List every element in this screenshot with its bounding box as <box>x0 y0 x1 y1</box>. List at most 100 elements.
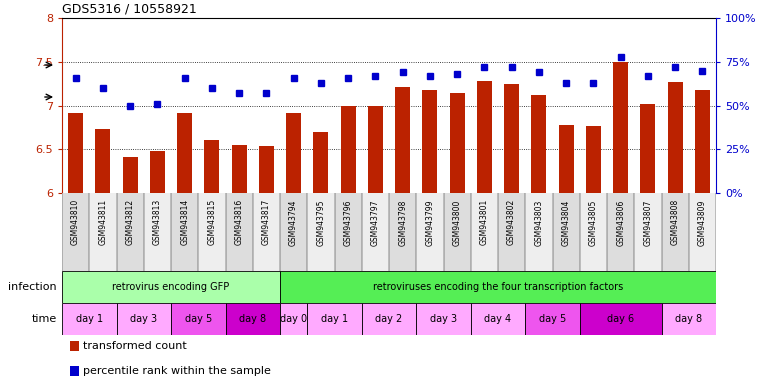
Text: GSM943802: GSM943802 <box>507 199 516 245</box>
Bar <box>416 303 471 335</box>
Text: day 1: day 1 <box>321 314 348 324</box>
Bar <box>259 146 274 193</box>
Bar <box>286 113 301 193</box>
Bar <box>68 113 83 193</box>
Text: day 1: day 1 <box>75 314 103 324</box>
Text: GSM943796: GSM943796 <box>344 199 352 246</box>
Bar <box>280 193 307 271</box>
Bar <box>552 193 580 271</box>
Text: GSM943807: GSM943807 <box>643 199 652 246</box>
Text: day 2: day 2 <box>375 314 403 324</box>
Text: GSM943799: GSM943799 <box>425 199 435 246</box>
Text: day 5: day 5 <box>185 314 212 324</box>
Bar <box>199 193 225 271</box>
Text: GSM943808: GSM943808 <box>670 199 680 245</box>
Bar <box>525 193 552 271</box>
Bar <box>225 193 253 271</box>
Bar <box>504 84 519 193</box>
Text: day 6: day 6 <box>607 314 634 324</box>
Text: GSM943817: GSM943817 <box>262 199 271 245</box>
Text: GSM943801: GSM943801 <box>480 199 489 245</box>
Text: GSM943794: GSM943794 <box>289 199 298 246</box>
Bar <box>314 132 328 193</box>
Bar <box>416 193 444 271</box>
Text: GSM943816: GSM943816 <box>234 199 244 245</box>
Bar <box>525 303 580 335</box>
Bar <box>123 157 138 193</box>
Bar <box>150 151 165 193</box>
Text: GSM943800: GSM943800 <box>453 199 462 246</box>
Bar <box>361 193 389 271</box>
Text: retrovirus encoding GFP: retrovirus encoding GFP <box>113 282 230 292</box>
Bar <box>634 193 661 271</box>
Text: GSM943795: GSM943795 <box>317 199 326 246</box>
Bar <box>116 303 171 335</box>
Text: day 8: day 8 <box>675 314 702 324</box>
Bar <box>231 145 247 193</box>
Text: GSM943805: GSM943805 <box>589 199 598 246</box>
Bar <box>580 303 661 335</box>
Text: GDS5316 / 10558921: GDS5316 / 10558921 <box>62 2 197 15</box>
Text: day 4: day 4 <box>485 314 511 324</box>
Bar <box>225 303 280 335</box>
Text: GSM943803: GSM943803 <box>534 199 543 246</box>
Bar <box>389 193 416 271</box>
Bar <box>580 193 607 271</box>
Text: infection: infection <box>8 282 57 292</box>
Text: GSM943798: GSM943798 <box>398 199 407 246</box>
Bar <box>171 303 225 335</box>
Bar <box>607 193 634 271</box>
Bar <box>689 193 716 271</box>
Bar <box>640 104 655 193</box>
Bar <box>661 193 689 271</box>
Bar <box>253 193 280 271</box>
Bar <box>559 125 574 193</box>
Text: GSM943815: GSM943815 <box>208 199 216 245</box>
Bar <box>144 193 171 271</box>
Bar <box>62 271 280 303</box>
Bar <box>661 303 716 335</box>
Bar <box>471 303 525 335</box>
Bar <box>69 341 78 351</box>
Bar <box>307 303 361 335</box>
Bar <box>444 193 471 271</box>
Text: percentile rank within the sample: percentile rank within the sample <box>83 366 271 376</box>
Bar <box>450 93 465 193</box>
Bar <box>477 81 492 193</box>
Text: GSM943809: GSM943809 <box>698 199 707 246</box>
Text: retroviruses encoding the four transcription factors: retroviruses encoding the four transcrip… <box>373 282 623 292</box>
Bar <box>171 193 199 271</box>
Bar <box>368 106 383 193</box>
Bar <box>471 193 498 271</box>
Text: GSM943811: GSM943811 <box>98 199 107 245</box>
Text: GSM943814: GSM943814 <box>180 199 189 245</box>
Bar <box>422 90 438 193</box>
Bar <box>695 90 710 193</box>
Text: day 3: day 3 <box>130 314 158 324</box>
Bar <box>89 193 116 271</box>
Bar <box>205 140 219 193</box>
Bar <box>335 193 361 271</box>
Bar <box>280 303 307 335</box>
Text: GSM943806: GSM943806 <box>616 199 625 246</box>
Bar <box>95 129 110 193</box>
Text: day 0: day 0 <box>280 314 307 324</box>
Text: GSM943797: GSM943797 <box>371 199 380 246</box>
Bar <box>667 82 683 193</box>
Text: GSM943812: GSM943812 <box>126 199 135 245</box>
Bar <box>307 193 335 271</box>
Bar <box>498 193 525 271</box>
Text: GSM943813: GSM943813 <box>153 199 162 245</box>
Bar <box>69 366 78 376</box>
Bar <box>177 113 192 193</box>
Bar <box>62 193 89 271</box>
Bar <box>280 271 716 303</box>
Text: GSM943810: GSM943810 <box>71 199 80 245</box>
Text: GSM943804: GSM943804 <box>562 199 571 246</box>
Bar <box>361 303 416 335</box>
Bar <box>531 95 546 193</box>
Text: transformed count: transformed count <box>83 341 187 351</box>
Bar <box>613 62 628 193</box>
Text: day 5: day 5 <box>539 314 566 324</box>
Text: time: time <box>32 314 57 324</box>
